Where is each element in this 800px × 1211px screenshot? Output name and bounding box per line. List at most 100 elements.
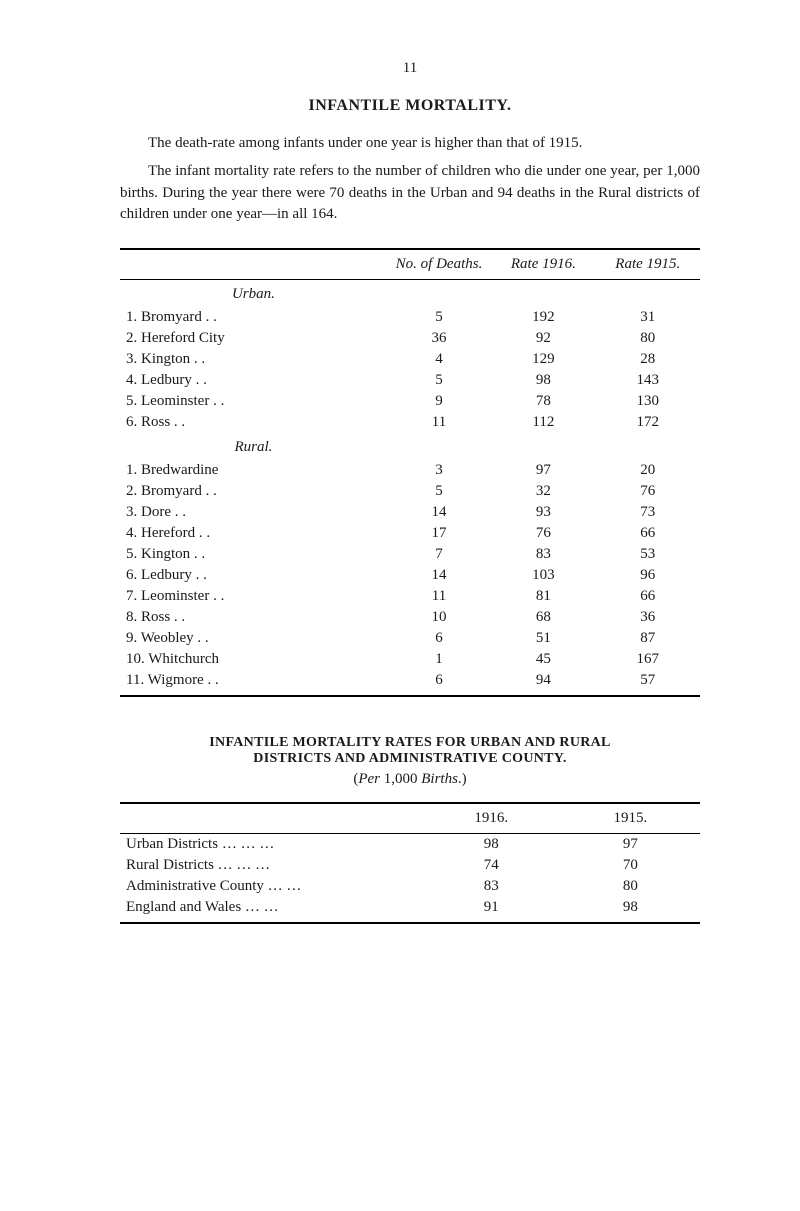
row-r1916: 83 xyxy=(491,544,595,565)
row-r1916: 129 xyxy=(491,349,595,370)
table-body: Urban. 1. Bromyard . . 5 192 31 2. Heref… xyxy=(120,280,700,697)
row-1915: 97 xyxy=(561,834,700,856)
row-1916: 74 xyxy=(422,855,561,876)
page-number: 11 xyxy=(120,60,700,77)
row-r1916: 94 xyxy=(491,670,595,696)
summary-header-blank xyxy=(120,803,422,834)
row-r1916: 76 xyxy=(491,523,595,544)
row-r1915: 28 xyxy=(596,349,700,370)
row-label: 4. Ledbury . . xyxy=(120,370,387,391)
table-row: 5. Leominster . . 9 78 130 xyxy=(120,391,700,412)
paragraph-1: The death-rate among infants under one y… xyxy=(120,133,700,155)
row-deaths: 11 xyxy=(387,412,491,433)
table-row: 6. Ledbury . . 14 103 96 xyxy=(120,565,700,586)
row-r1916: 32 xyxy=(491,481,595,502)
row-r1916: 112 xyxy=(491,412,595,433)
row-label: Administrative County … … xyxy=(120,876,422,897)
row-deaths: 5 xyxy=(387,370,491,391)
table-row: 4. Ledbury . . 5 98 143 xyxy=(120,370,700,391)
table-row: Urban Districts … … … 98 97 xyxy=(120,834,700,856)
subhead-line1: INFANTILE MORTALITY RATES FOR URBAN AND … xyxy=(209,735,610,750)
summary-header-1916: 1916. xyxy=(422,803,561,834)
table-row: 3. Kington . . 4 129 28 xyxy=(120,349,700,370)
row-1916: 91 xyxy=(422,897,561,923)
row-r1915: 172 xyxy=(596,412,700,433)
row-label: 7. Leominster . . xyxy=(120,586,387,607)
row-r1916: 92 xyxy=(491,328,595,349)
row-label: England and Wales … … xyxy=(120,897,422,923)
row-r1915: 96 xyxy=(596,565,700,586)
row-1916: 98 xyxy=(422,834,561,856)
row-r1915: 53 xyxy=(596,544,700,565)
row-r1916: 68 xyxy=(491,607,595,628)
row-r1915: 143 xyxy=(596,370,700,391)
table-row: 11. Wigmore . . 6 94 57 xyxy=(120,670,700,696)
caption-per: Per xyxy=(358,771,380,787)
row-r1916: 97 xyxy=(491,460,595,481)
row-label: 5. Kington . . xyxy=(120,544,387,565)
row-deaths: 11 xyxy=(387,586,491,607)
caption-births: Births xyxy=(421,771,458,787)
table-row: 1. Bredwardine 3 97 20 xyxy=(120,460,700,481)
col-header-blank xyxy=(120,249,387,280)
table-summary-rates: 1916. 1915. Urban Districts … … … 98 97 … xyxy=(120,802,700,924)
col-header-rate-1916: Rate 1916. xyxy=(491,249,595,280)
caption-mid: 1,000 xyxy=(380,771,421,787)
row-deaths: 7 xyxy=(387,544,491,565)
row-r1915: 80 xyxy=(596,328,700,349)
row-r1915: 76 xyxy=(596,481,700,502)
row-label: 1. Bredwardine xyxy=(120,460,387,481)
subhead-rates: INFANTILE MORTALITY RATES FOR URBAN AND … xyxy=(120,735,700,767)
row-deaths: 4 xyxy=(387,349,491,370)
section-urban: Urban. xyxy=(120,280,700,308)
section-urban-label: Urban. xyxy=(120,280,387,308)
table-row: 3. Dore . . 14 93 73 xyxy=(120,502,700,523)
col-header-rate-1915: Rate 1915. xyxy=(596,249,700,280)
row-label: 1. Bromyard . . xyxy=(120,307,387,328)
row-r1915: 87 xyxy=(596,628,700,649)
summary-header-row: 1916. 1915. xyxy=(120,803,700,834)
row-label: Rural Districts … … … xyxy=(120,855,422,876)
row-r1915: 20 xyxy=(596,460,700,481)
row-label: 2. Bromyard . . xyxy=(120,481,387,502)
row-r1915: 66 xyxy=(596,586,700,607)
row-label: Urban Districts … … … xyxy=(120,834,422,856)
table-row: 4. Hereford . . 17 76 66 xyxy=(120,523,700,544)
row-label: 4. Hereford . . xyxy=(120,523,387,544)
summary-header-1915: 1915. xyxy=(561,803,700,834)
row-deaths: 1 xyxy=(387,649,491,670)
table-row: 10. Whitchurch 1 45 167 xyxy=(120,649,700,670)
row-1916: 83 xyxy=(422,876,561,897)
table-row: 2. Hereford City 36 92 80 xyxy=(120,328,700,349)
heading-infantile-mortality: INFANTILE MORTALITY. xyxy=(120,97,700,115)
section-rural-label: Rural. xyxy=(120,433,387,460)
row-r1915: 66 xyxy=(596,523,700,544)
row-deaths: 9 xyxy=(387,391,491,412)
table-mortality-districts: No. of Deaths. Rate 1916. Rate 1915. Urb… xyxy=(120,248,700,697)
table-row: England and Wales … … 91 98 xyxy=(120,897,700,923)
row-deaths: 5 xyxy=(387,307,491,328)
row-label: 6. Ledbury . . xyxy=(120,565,387,586)
table-row: 2. Bromyard . . 5 32 76 xyxy=(120,481,700,502)
table-row: 5. Kington . . 7 83 53 xyxy=(120,544,700,565)
table-row: Rural Districts … … … 74 70 xyxy=(120,855,700,876)
table-row: 9. Weobley . . 6 51 87 xyxy=(120,628,700,649)
paragraph-2: The infant mortality rate refers to the … xyxy=(120,161,700,226)
row-deaths: 10 xyxy=(387,607,491,628)
table-row: 6. Ross . . 11 112 172 xyxy=(120,412,700,433)
row-r1916: 81 xyxy=(491,586,595,607)
row-deaths: 3 xyxy=(387,460,491,481)
per-1000-caption: (Per 1,000 Births.) xyxy=(120,771,700,788)
row-r1916: 78 xyxy=(491,391,595,412)
row-deaths: 36 xyxy=(387,328,491,349)
table-row: 1. Bromyard . . 5 192 31 xyxy=(120,307,700,328)
row-label: 5. Leominster . . xyxy=(120,391,387,412)
row-r1916: 192 xyxy=(491,307,595,328)
row-r1916: 45 xyxy=(491,649,595,670)
row-label: 3. Kington . . xyxy=(120,349,387,370)
row-r1915: 57 xyxy=(596,670,700,696)
summary-body: Urban Districts … … … 98 97 Rural Distri… xyxy=(120,834,700,924)
row-r1915: 31 xyxy=(596,307,700,328)
table-row: 8. Ross . . 10 68 36 xyxy=(120,607,700,628)
row-label: 2. Hereford City xyxy=(120,328,387,349)
